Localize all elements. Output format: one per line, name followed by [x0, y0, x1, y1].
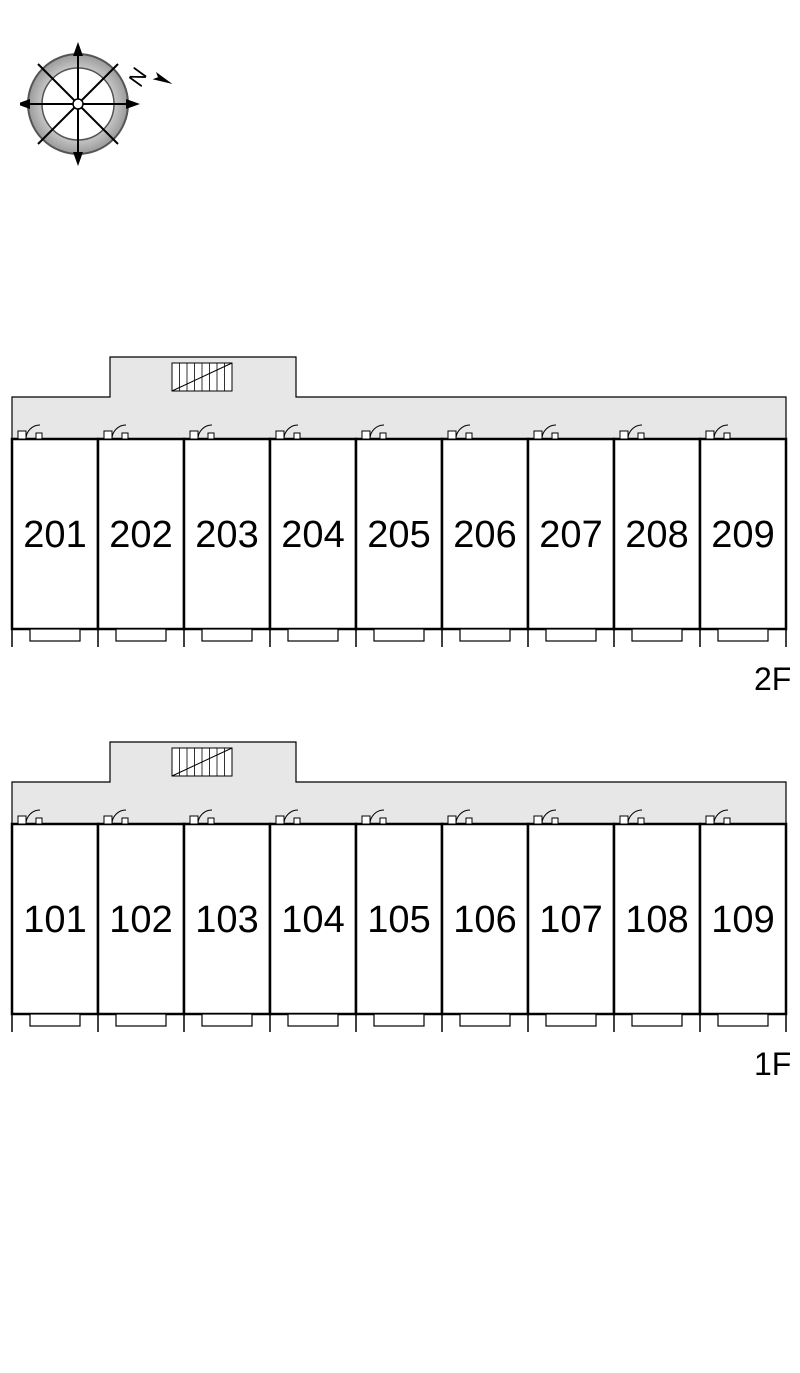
- unit-label: 209: [711, 514, 774, 556]
- stairs-icon: [172, 363, 232, 391]
- stairs-icon: [172, 748, 232, 776]
- unit-label: 107: [539, 899, 602, 941]
- unit-label: 201: [23, 514, 86, 556]
- floorplan-2f: 201 202 203 204 205 206 207 208 209: [2, 355, 796, 657]
- svg-text:N: N: [123, 64, 152, 89]
- north-arrow-icon: N: [123, 61, 174, 99]
- unit-label: 204: [281, 514, 344, 556]
- floor-label: 2F: [754, 661, 791, 698]
- unit-label: 108: [625, 899, 688, 941]
- unit-label: 203: [195, 514, 258, 556]
- unit-label: 207: [539, 514, 602, 556]
- unit-label: 206: [453, 514, 516, 556]
- floor-label: 1F: [754, 1046, 791, 1083]
- unit-label: 101: [23, 899, 86, 941]
- unit-label: 105: [367, 899, 430, 941]
- unit-label: 104: [281, 899, 344, 941]
- unit-label: 106: [453, 899, 516, 941]
- floorplan-1f: 101 102 103 104 105 106 107 108 109: [2, 740, 796, 1042]
- compass-rose: N: [20, 28, 180, 183]
- unit-label: 103: [195, 899, 258, 941]
- unit-label: 109: [711, 899, 774, 941]
- unit-label: 208: [625, 514, 688, 556]
- unit-label: 205: [367, 514, 430, 556]
- unit-label: 202: [109, 514, 172, 556]
- unit-label: 102: [109, 899, 172, 941]
